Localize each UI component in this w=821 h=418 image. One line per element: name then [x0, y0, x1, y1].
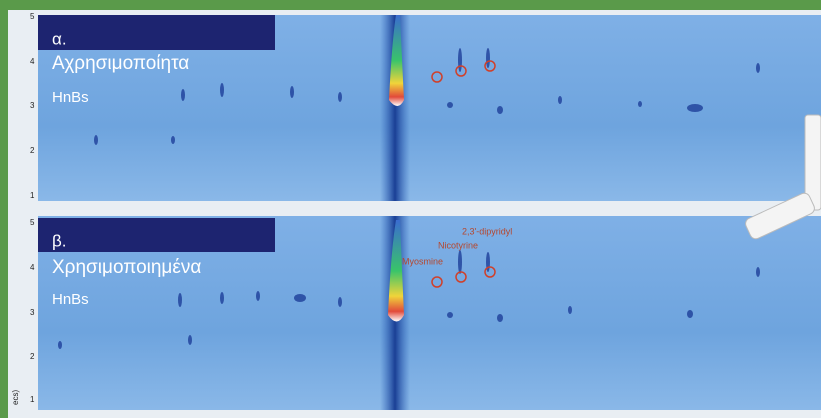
header-box	[38, 218, 275, 252]
annotation: 2,3'-dipyridyl	[462, 226, 512, 236]
y-tick-label: 2	[30, 146, 35, 155]
y-tick-label: 5	[30, 218, 35, 227]
markers	[431, 266, 496, 288]
y-tick-label: 5	[30, 12, 35, 21]
panel-label: β.	[52, 231, 67, 250]
panel-b: 2,3'-dipyridyl Nicotyrine Myosmine β. Χρ…	[30, 216, 821, 410]
y-tick-label: 2	[30, 352, 35, 361]
annotation: Nicotyrine	[438, 240, 478, 250]
header-box	[38, 15, 275, 50]
annotation: Myosmine	[402, 256, 443, 266]
y-tick-label: 4	[30, 263, 35, 272]
y-tick-label: 1	[30, 191, 35, 200]
y-tick-label: 1	[30, 395, 35, 404]
axis-label: ecs)	[11, 390, 20, 405]
panel-title: Αχρησιμοποίητα	[52, 53, 189, 74]
peak	[389, 15, 404, 106]
panel-label: α.	[52, 29, 67, 48]
markers	[431, 60, 496, 83]
panel-subtitle: HnBs	[52, 89, 89, 106]
panel-subtitle: HnBs	[52, 291, 89, 308]
panel-a: α. Αχρησιμοποίητα HnBs 5 4 3 2 1	[30, 12, 821, 201]
product-illustration	[745, 114, 821, 240]
peak	[388, 220, 404, 322]
panel-title: Χρησιμοποιημένα	[52, 257, 201, 278]
spots	[94, 48, 760, 145]
y-tick-label: 3	[30, 101, 35, 110]
y-tick-label: 3	[30, 308, 35, 317]
y-tick-label: 4	[30, 57, 35, 66]
